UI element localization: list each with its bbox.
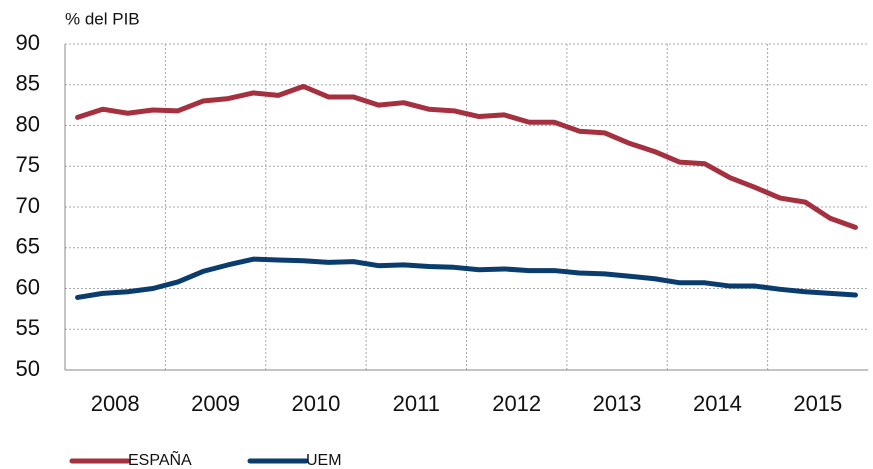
y-axis-label: % del PIB: [65, 9, 140, 28]
x-tick-label: 2015: [793, 391, 842, 416]
y-tick-label: 90: [16, 30, 40, 55]
x-tick-label: 2008: [91, 391, 140, 416]
y-tick-label: 75: [16, 152, 40, 177]
legend-label: UEM: [306, 452, 342, 469]
y-tick-label: 65: [16, 234, 40, 259]
y-tick-label: 55: [16, 315, 40, 340]
x-tick-label: 2010: [291, 391, 340, 416]
x-tick-label: 2009: [191, 391, 240, 416]
line-series: [75, 256, 858, 300]
x-tick-label: 2013: [593, 391, 642, 416]
y-tick-label: 60: [16, 274, 40, 299]
legend-label: ESPAÑA: [128, 449, 192, 469]
y-tick-label: 85: [16, 71, 40, 96]
x-tick-label: 2014: [693, 391, 742, 416]
y-tick-label: 80: [16, 111, 40, 136]
x-tick-label: 2011: [393, 391, 440, 416]
y-tick-label: 70: [16, 193, 40, 218]
line-series: [75, 83, 858, 230]
x-tick-label: 2012: [492, 391, 541, 416]
y-tick-label: 50: [16, 356, 40, 381]
